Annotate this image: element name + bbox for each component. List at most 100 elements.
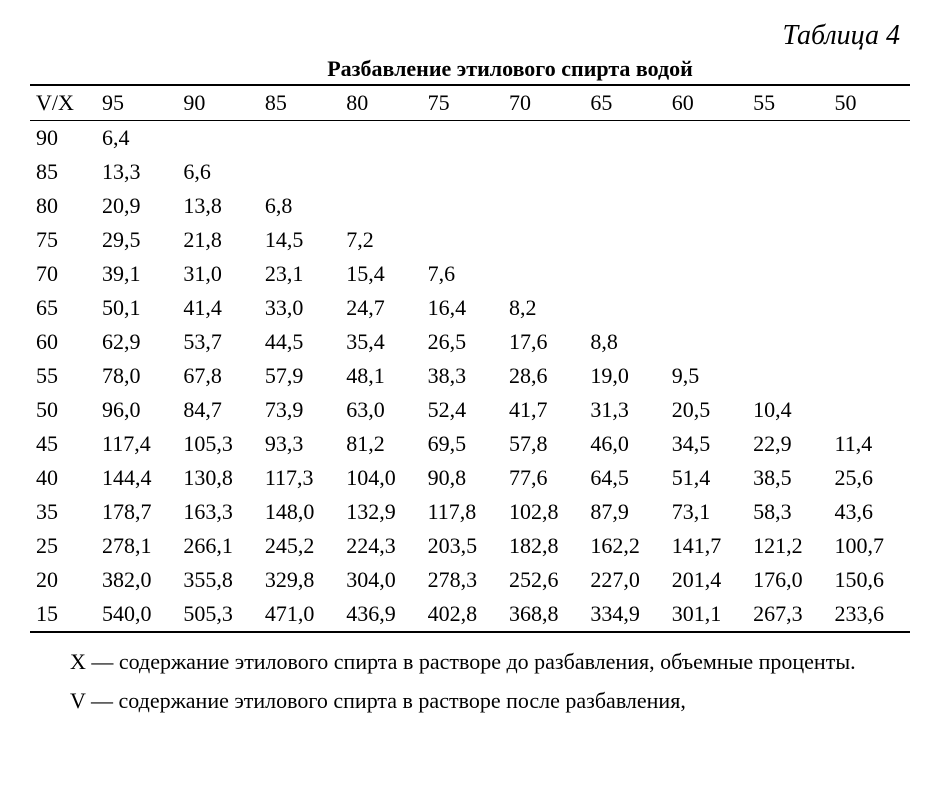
row-label: 20	[30, 563, 96, 597]
table-cell: 245,2	[259, 529, 340, 563]
table-cell: 28,6	[503, 359, 584, 393]
table-cell: 278,1	[96, 529, 177, 563]
table-cell: 14,5	[259, 223, 340, 257]
table-cell	[829, 121, 910, 156]
row-label: 80	[30, 189, 96, 223]
table-cell: 16,4	[422, 291, 503, 325]
table-label: Таблица 4	[30, 20, 910, 52]
row-label: 75	[30, 223, 96, 257]
table-cell	[340, 121, 421, 156]
table-cell	[747, 325, 828, 359]
table-cell	[829, 189, 910, 223]
table-cell	[666, 291, 747, 325]
table-cell: 26,5	[422, 325, 503, 359]
table-cell	[422, 121, 503, 156]
column-header: 70	[503, 85, 584, 121]
table-cell: 6,8	[259, 189, 340, 223]
table-cell	[666, 189, 747, 223]
row-label: 35	[30, 495, 96, 529]
table-cell	[666, 223, 747, 257]
table-cell: 7,2	[340, 223, 421, 257]
table-cell: 471,0	[259, 597, 340, 632]
table-cell: 77,6	[503, 461, 584, 495]
table-cell	[259, 155, 340, 189]
row-label: 45	[30, 427, 96, 461]
table-cell: 96,0	[96, 393, 177, 427]
table-cell: 31,3	[584, 393, 665, 427]
table-cell: 20,5	[666, 393, 747, 427]
table-cell: 81,2	[340, 427, 421, 461]
table-row: 8513,36,6	[30, 155, 910, 189]
table-cell: 6,6	[177, 155, 258, 189]
table-cell	[829, 223, 910, 257]
table-cell: 266,1	[177, 529, 258, 563]
table-cell: 176,0	[747, 563, 828, 597]
table-cell: 62,9	[96, 325, 177, 359]
column-header: 90	[177, 85, 258, 121]
table-cell	[666, 155, 747, 189]
table-cell: 102,8	[503, 495, 584, 529]
table-cell: 233,6	[829, 597, 910, 632]
table-cell: 11,4	[829, 427, 910, 461]
legend-block: X — содержание этилового спирта в раство…	[30, 645, 910, 717]
table-cell: 163,3	[177, 495, 258, 529]
table-cell: 20,9	[96, 189, 177, 223]
table-cell: 8,2	[503, 291, 584, 325]
table-cell: 17,6	[503, 325, 584, 359]
table-cell: 150,6	[829, 563, 910, 597]
table-cell: 64,5	[584, 461, 665, 495]
column-header: 95	[96, 85, 177, 121]
table-cell: 69,5	[422, 427, 503, 461]
row-label: 65	[30, 291, 96, 325]
table-cell: 162,2	[584, 529, 665, 563]
table-cell: 203,5	[422, 529, 503, 563]
table-row: 35178,7163,3148,0132,9117,8102,887,973,1…	[30, 495, 910, 529]
table-cell: 252,6	[503, 563, 584, 597]
table-cell: 100,7	[829, 529, 910, 563]
column-header: 50	[829, 85, 910, 121]
table-row: 7529,521,814,57,2	[30, 223, 910, 257]
table-cell	[422, 223, 503, 257]
table-cell	[829, 359, 910, 393]
table-cell	[503, 121, 584, 156]
table-cell	[829, 291, 910, 325]
table-cell: 334,9	[584, 597, 665, 632]
table-cell: 46,0	[584, 427, 665, 461]
table-cell	[503, 223, 584, 257]
table-cell	[747, 291, 828, 325]
table-row: 40144,4130,8117,3104,090,877,664,551,438…	[30, 461, 910, 495]
table-cell: 105,3	[177, 427, 258, 461]
table-cell: 540,0	[96, 597, 177, 632]
table-cell: 39,1	[96, 257, 177, 291]
table-cell: 15,4	[340, 257, 421, 291]
table-cell: 144,4	[96, 461, 177, 495]
table-cell: 73,9	[259, 393, 340, 427]
table-row: 6062,953,744,535,426,517,68,8	[30, 325, 910, 359]
table-cell: 44,5	[259, 325, 340, 359]
table-cell: 121,2	[747, 529, 828, 563]
row-label: 55	[30, 359, 96, 393]
row-label: 90	[30, 121, 96, 156]
table-cell	[747, 155, 828, 189]
table-cell	[584, 291, 665, 325]
table-cell: 201,4	[666, 563, 747, 597]
column-header: 65	[584, 85, 665, 121]
table-cell	[829, 325, 910, 359]
table-row: 7039,131,023,115,47,6	[30, 257, 910, 291]
table-cell	[747, 223, 828, 257]
table-cell: 29,5	[96, 223, 177, 257]
table-cell: 178,7	[96, 495, 177, 529]
table-cell: 368,8	[503, 597, 584, 632]
table-cell: 132,9	[340, 495, 421, 529]
table-cell	[666, 257, 747, 291]
table-cell: 41,7	[503, 393, 584, 427]
table-cell	[177, 121, 258, 156]
table-cell: 436,9	[340, 597, 421, 632]
table-cell: 19,0	[584, 359, 665, 393]
table-cell: 67,8	[177, 359, 258, 393]
table-cell: 38,3	[422, 359, 503, 393]
row-label: 60	[30, 325, 96, 359]
table-cell	[584, 121, 665, 156]
table-cell: 13,3	[96, 155, 177, 189]
table-row: 5578,067,857,948,138,328,619,09,5	[30, 359, 910, 393]
